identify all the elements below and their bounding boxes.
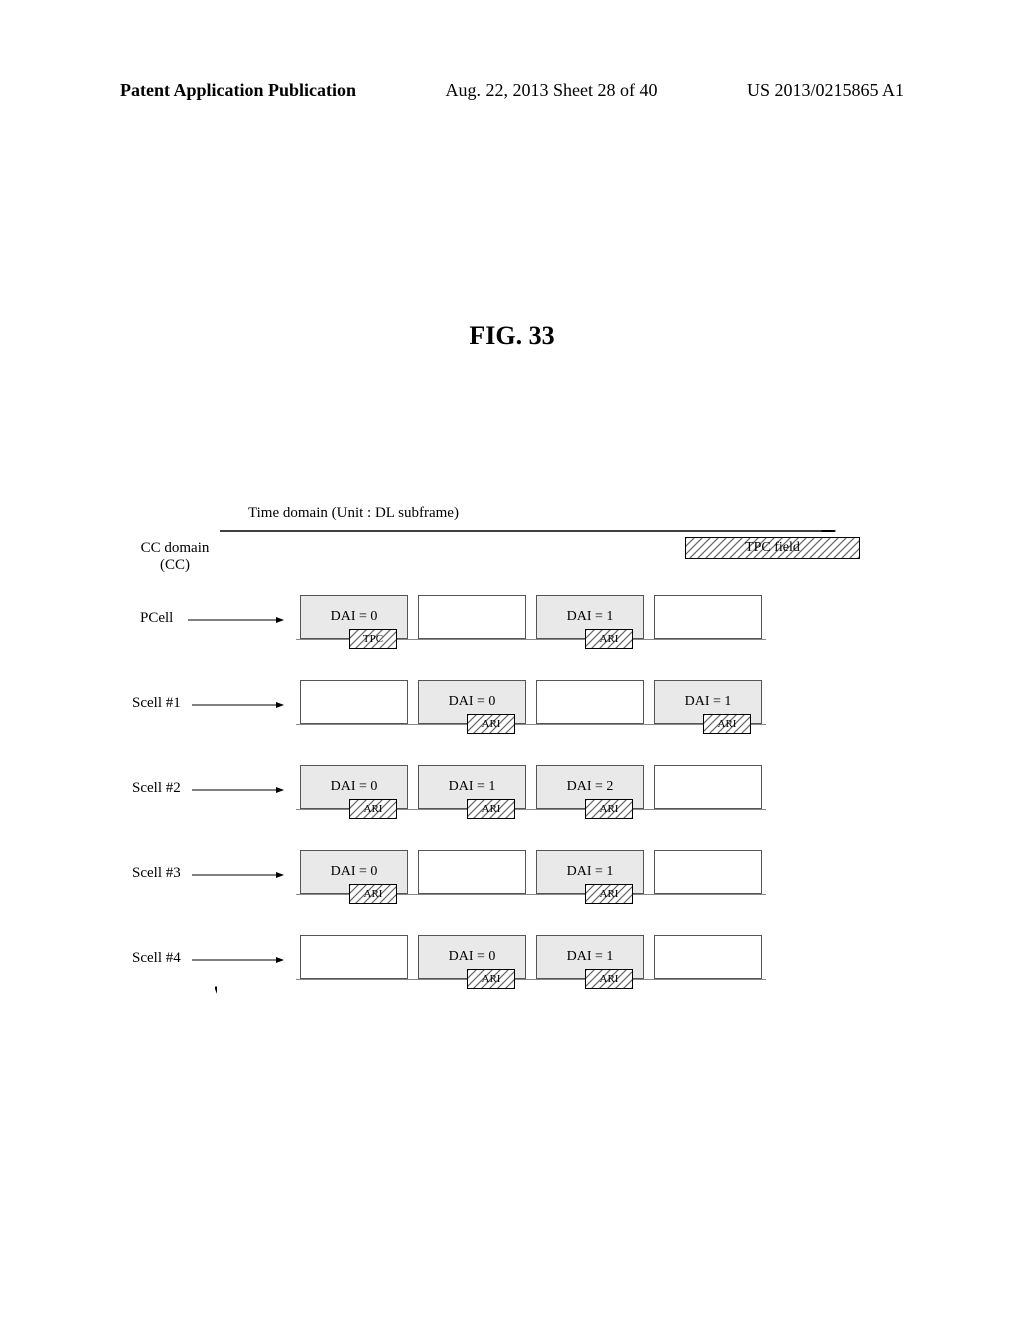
tag-ari: ARI (467, 969, 515, 989)
cell-text: DAI = 1 (567, 949, 614, 965)
cell-scell4-col2: DAI = 1 ARI (536, 935, 644, 979)
row-line (296, 724, 766, 725)
cell-scell1-col1: DAI = 0 ARI (418, 680, 526, 724)
header-center: Aug. 22, 2013 Sheet 28 of 40 (446, 80, 658, 101)
tag-ari: ARI (467, 799, 515, 819)
tag-text: ARI (600, 973, 619, 985)
legend-tpc-field: TPC field (685, 537, 860, 559)
tag-text: ARI (600, 888, 619, 900)
tag-ari: ARI (585, 969, 633, 989)
row-arrow-icon (192, 872, 288, 878)
time-domain-label: Time domain (Unit : DL subframe) (248, 505, 459, 522)
row-arrow-icon (188, 617, 288, 623)
tag-text: ARI (364, 803, 383, 815)
diagram: Time domain (Unit : DL subframe) CC doma… (120, 510, 880, 1010)
cell-scell3-col1-empty (418, 850, 526, 894)
legend-text: TPC field (745, 540, 800, 556)
cell-text: DAI = 2 (567, 779, 614, 795)
row-label-scell3: Scell #3 (132, 865, 181, 882)
cell-text: DAI = 0 (331, 779, 378, 795)
cell-scell2-col1: DAI = 1 ARI (418, 765, 526, 809)
cc-axis-arrow (215, 525, 217, 1005)
cell-scell4-col0-empty (300, 935, 408, 979)
cell-text: DAI = 0 (449, 949, 496, 965)
cell-text: DAI = 1 (567, 864, 614, 880)
cell-scell2-col0: DAI = 0 ARI (300, 765, 408, 809)
tag-tpc: TPC (349, 629, 397, 649)
cell-pcell-col3-empty (654, 595, 762, 639)
figure-title: FIG. 33 (0, 321, 1024, 351)
tag-text: ARI (482, 973, 501, 985)
cell-scell3-col0: DAI = 0 ARI (300, 850, 408, 894)
row-arrow-icon (192, 957, 288, 963)
cell-text: DAI = 0 (331, 864, 378, 880)
tag-text: ARI (600, 803, 619, 815)
tag-text: TPC (363, 633, 383, 645)
cc-domain-label: CC domain (CC) (130, 540, 220, 574)
cell-scell4-col3-empty (654, 935, 762, 979)
row-label-scell4: Scell #4 (132, 950, 181, 967)
cell-scell1-col3: DAI = 1 ARI (654, 680, 762, 724)
cell-scell3-col2: DAI = 1 ARI (536, 850, 644, 894)
cell-text: DAI = 0 (449, 694, 496, 710)
cell-pcell-col0: DAI = 0 TPC (300, 595, 408, 639)
row-label-pcell: PCell (140, 610, 173, 627)
cc-domain-label-line2: (CC) (160, 557, 190, 573)
page-header: Patent Application Publication Aug. 22, … (0, 0, 1024, 101)
cell-scell1-col0-empty (300, 680, 408, 724)
cc-domain-label-line1: CC domain (141, 540, 210, 556)
cell-text: DAI = 1 (685, 694, 732, 710)
tag-ari: ARI (349, 884, 397, 904)
tag-text: ARI (718, 718, 737, 730)
cell-pcell-col2: DAI = 1 ARI (536, 595, 644, 639)
time-axis-arrow (220, 530, 840, 532)
cell-scell2-col3-empty (654, 765, 762, 809)
header-right: US 2013/0215865 A1 (747, 80, 904, 101)
cell-scell1-col2-empty (536, 680, 644, 724)
cell-pcell-col1-empty (418, 595, 526, 639)
tag-text: ARI (482, 718, 501, 730)
tag-ari: ARI (703, 714, 751, 734)
cell-scell4-col1: DAI = 0 ARI (418, 935, 526, 979)
cell-scell3-col3-empty (654, 850, 762, 894)
cell-text: DAI = 1 (449, 779, 496, 795)
row-arrow-icon (192, 787, 288, 793)
tag-ari: ARI (585, 629, 633, 649)
row-label-scell1: Scell #1 (132, 695, 181, 712)
row-arrow-icon (192, 702, 288, 708)
cell-scell2-col2: DAI = 2 ARI (536, 765, 644, 809)
row-line (296, 979, 766, 980)
tag-text: ARI (600, 633, 619, 645)
header-left: Patent Application Publication (120, 80, 356, 101)
tag-ari: ARI (585, 799, 633, 819)
row-label-scell2: Scell #2 (132, 780, 181, 797)
tag-ari: ARI (467, 714, 515, 734)
tag-text: ARI (482, 803, 501, 815)
cell-text: DAI = 1 (567, 609, 614, 625)
tag-text: ARI (364, 888, 383, 900)
tag-ari: ARI (349, 799, 397, 819)
tag-ari: ARI (585, 884, 633, 904)
cell-text: DAI = 0 (331, 609, 378, 625)
